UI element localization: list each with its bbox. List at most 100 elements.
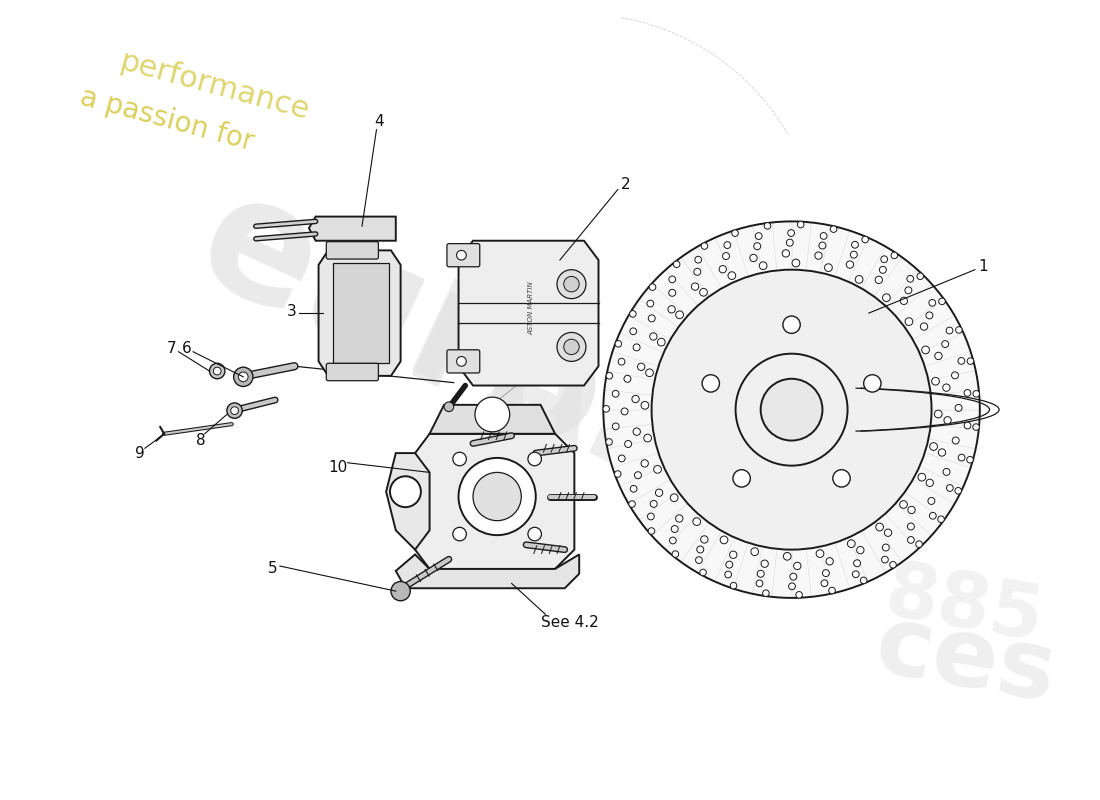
Polygon shape xyxy=(415,434,574,569)
Circle shape xyxy=(864,374,881,392)
Text: euro: euro xyxy=(174,158,630,487)
Circle shape xyxy=(723,253,729,259)
Circle shape xyxy=(453,452,466,466)
Text: 885: 885 xyxy=(879,558,1048,658)
Circle shape xyxy=(658,338,666,346)
Circle shape xyxy=(227,403,242,418)
Circle shape xyxy=(528,452,541,466)
Circle shape xyxy=(958,358,965,364)
Polygon shape xyxy=(319,250,400,376)
Text: 6: 6 xyxy=(182,342,191,356)
Circle shape xyxy=(942,341,948,347)
Circle shape xyxy=(675,311,683,318)
Circle shape xyxy=(786,239,793,246)
Circle shape xyxy=(669,276,675,282)
Circle shape xyxy=(882,294,890,302)
Circle shape xyxy=(879,266,887,274)
Circle shape xyxy=(726,561,733,568)
Circle shape xyxy=(917,273,924,279)
Circle shape xyxy=(881,256,888,262)
Circle shape xyxy=(613,390,619,397)
Circle shape xyxy=(850,251,857,258)
Circle shape xyxy=(944,417,952,424)
Circle shape xyxy=(630,328,637,334)
Circle shape xyxy=(456,357,466,366)
Circle shape xyxy=(239,372,249,382)
Circle shape xyxy=(613,423,619,430)
Circle shape xyxy=(603,406,609,412)
Circle shape xyxy=(606,438,613,446)
Circle shape xyxy=(930,442,937,450)
Polygon shape xyxy=(386,453,430,550)
Text: ASTON MARTIN: ASTON MARTIN xyxy=(528,282,534,335)
Circle shape xyxy=(884,529,892,536)
Circle shape xyxy=(624,375,631,382)
Text: 8: 8 xyxy=(196,433,206,448)
Circle shape xyxy=(967,358,974,364)
Circle shape xyxy=(629,501,636,507)
Text: 3: 3 xyxy=(287,304,296,318)
Circle shape xyxy=(790,573,796,580)
Text: See 4.2: See 4.2 xyxy=(541,614,598,630)
Circle shape xyxy=(943,469,950,475)
Text: 2: 2 xyxy=(620,178,630,192)
Circle shape xyxy=(606,373,613,379)
Circle shape xyxy=(833,470,850,487)
Circle shape xyxy=(876,523,883,531)
Circle shape xyxy=(905,318,913,326)
Circle shape xyxy=(918,474,926,481)
Circle shape xyxy=(964,390,971,396)
Circle shape xyxy=(646,369,653,377)
Circle shape xyxy=(908,523,914,530)
Circle shape xyxy=(930,512,936,519)
Circle shape xyxy=(761,560,768,567)
Circle shape xyxy=(825,264,833,271)
Circle shape xyxy=(759,262,767,270)
Circle shape xyxy=(653,466,661,474)
Circle shape xyxy=(928,498,935,505)
Circle shape xyxy=(670,494,678,502)
Circle shape xyxy=(615,470,622,478)
Circle shape xyxy=(649,284,656,290)
Circle shape xyxy=(862,236,868,243)
Circle shape xyxy=(650,501,657,507)
Circle shape xyxy=(926,479,934,486)
Circle shape xyxy=(955,487,961,494)
Circle shape xyxy=(974,390,979,397)
Circle shape xyxy=(473,472,521,521)
Circle shape xyxy=(955,405,962,411)
Circle shape xyxy=(921,323,927,330)
Circle shape xyxy=(900,501,908,508)
Circle shape xyxy=(213,367,221,375)
Circle shape xyxy=(934,410,942,418)
Circle shape xyxy=(475,397,509,432)
Circle shape xyxy=(456,250,466,260)
Polygon shape xyxy=(459,241,598,386)
Circle shape xyxy=(816,550,824,558)
Circle shape xyxy=(972,424,979,430)
Circle shape xyxy=(453,527,466,541)
Circle shape xyxy=(644,434,651,442)
Circle shape xyxy=(630,486,637,492)
Circle shape xyxy=(876,276,882,283)
Circle shape xyxy=(675,515,683,522)
Circle shape xyxy=(701,536,708,543)
Circle shape xyxy=(852,571,859,578)
Circle shape xyxy=(860,577,867,584)
Circle shape xyxy=(615,341,622,347)
Circle shape xyxy=(648,315,656,322)
Polygon shape xyxy=(396,554,580,588)
Text: 5: 5 xyxy=(267,562,277,577)
Circle shape xyxy=(891,252,898,258)
Circle shape xyxy=(618,358,625,365)
Circle shape xyxy=(815,252,822,259)
Circle shape xyxy=(905,287,912,294)
Circle shape xyxy=(881,556,889,563)
Circle shape xyxy=(671,526,679,533)
Circle shape xyxy=(701,242,707,250)
Circle shape xyxy=(647,300,653,307)
Circle shape xyxy=(564,339,580,354)
Circle shape xyxy=(938,516,944,522)
Circle shape xyxy=(695,256,702,263)
Circle shape xyxy=(638,363,645,370)
